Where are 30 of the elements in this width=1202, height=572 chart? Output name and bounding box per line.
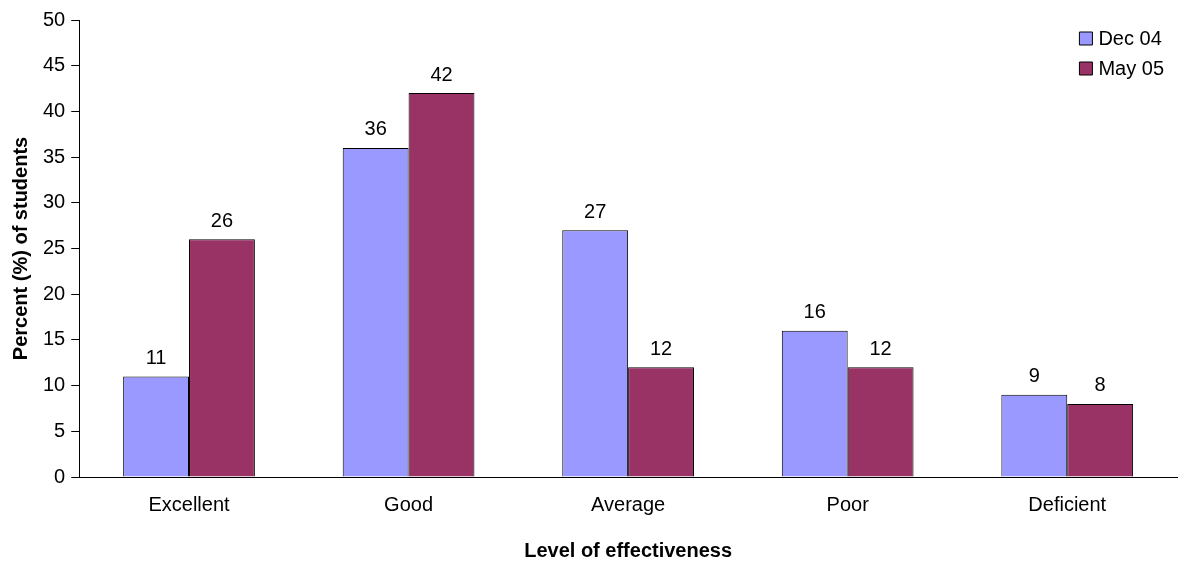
y-tick-label: 5: [54, 418, 66, 441]
y-tick-label: 40: [43, 98, 66, 121]
x-tick-label: Poor: [826, 492, 870, 515]
y-tick-label: 35: [43, 144, 66, 167]
y-tick-label: 15: [43, 327, 66, 350]
x-axis-title: Level of effectiveness: [524, 538, 733, 561]
x-tick-label: Average: [591, 492, 666, 515]
x-tick-label: Good: [384, 492, 434, 515]
y-tick-label: 45: [43, 53, 66, 76]
data-label: 26: [210, 208, 234, 231]
data-label: 36: [364, 117, 387, 140]
data-label: 12: [649, 336, 673, 359]
y-tick-label: 0: [54, 464, 66, 487]
y-tick-label: 20: [43, 281, 66, 304]
y-tick-label: 10: [43, 373, 66, 396]
legend-label: May 05: [1098, 56, 1165, 79]
x-tick-label: Deficient: [1028, 492, 1107, 515]
y-tick-label: 25: [43, 236, 66, 259]
x-tick-label: Excellent: [148, 492, 231, 515]
data-label: 27: [584, 199, 607, 222]
data-label: 42: [430, 62, 453, 85]
data-label: 16: [803, 300, 826, 323]
y-axis-title: Percent (%) of students: [8, 136, 31, 361]
data-label: 8: [1094, 373, 1106, 396]
y-tick-label: 30: [43, 190, 66, 213]
data-label: 12: [869, 336, 892, 359]
legend-label: Dec 04: [1098, 26, 1162, 49]
data-label: 11: [145, 345, 167, 368]
y-tick-label: 50: [43, 7, 66, 30]
data-label: 9: [1028, 364, 1040, 387]
